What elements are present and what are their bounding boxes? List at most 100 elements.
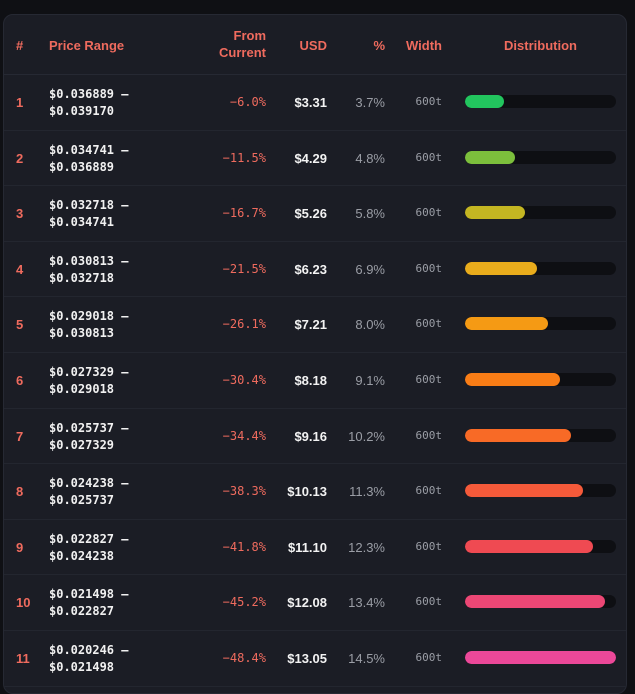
price-range: $0.036889 – $0.039170	[49, 86, 128, 120]
price-range: $0.032718 – $0.034741	[49, 197, 128, 231]
row-number: 2	[16, 150, 24, 166]
usd-value: $8.18	[294, 372, 327, 388]
distribution-bar-fill	[465, 372, 560, 386]
price-range-high: $0.039170	[49, 104, 115, 118]
usd-value: $12.08	[287, 595, 327, 611]
price-range-high: $0.024238	[49, 548, 115, 563]
width-value: 600t	[415, 428, 443, 442]
distribution-bar-track	[465, 484, 616, 498]
row-number: 8	[16, 484, 24, 500]
percent-value: 14.5%	[348, 650, 385, 666]
row-number: 5	[16, 317, 24, 333]
from-current-value: −45.2%	[222, 595, 266, 610]
width-value: 600t	[415, 372, 443, 386]
width-value: 600t	[415, 206, 443, 220]
distribution-bar-fill	[465, 261, 537, 275]
percent-value: 10.2%	[348, 428, 385, 444]
distribution-bar-fill	[465, 595, 605, 609]
from-current-value: −26.1%	[222, 317, 266, 332]
table-row[interactable]: 1 $0.036889 – $0.039170 −6.0% $3.31 3.7% 600t	[4, 75, 626, 131]
table-row[interactable]: 10 $0.021498 – $0.022827 −45.2% $12.08 13.4% 6…	[4, 575, 626, 631]
price-range: $0.020246 – $0.021498	[49, 642, 128, 676]
price-range-high: $0.021498	[49, 659, 115, 674]
price-range-high: $0.029018	[49, 381, 115, 396]
header-price-range[interactable]: Price Range	[49, 38, 125, 53]
from-current-value: −30.4%	[222, 372, 266, 387]
percent-value: 5.8%	[355, 206, 385, 222]
distribution-table: # Price Range From Current USD % Width D…	[3, 14, 627, 694]
distribution-bar-track	[465, 428, 616, 442]
price-range: $0.034741 – $0.036889	[49, 142, 128, 176]
from-current-value: −21.5%	[222, 261, 266, 276]
price-range-high: $0.034741	[49, 215, 115, 230]
row-number: 1	[16, 95, 24, 110]
distribution-bar-fill	[465, 150, 515, 164]
price-range-low: $0.025737 –	[49, 420, 129, 435]
price-range-low: $0.030813 –	[49, 253, 129, 268]
price-range-high: $0.032718	[49, 270, 115, 285]
price-range-low: $0.034741 –	[49, 142, 129, 157]
table-row[interactable]: 7 $0.025737 – $0.027329 −34.4% $9.16 10.2% 600…	[4, 409, 626, 465]
row-number: 9	[16, 539, 24, 555]
percent-value: 11.3%	[349, 484, 385, 500]
distribution-bar-fill	[465, 317, 549, 331]
table-row[interactable]: 8 $0.024238 – $0.025737 −38.3% $10.13 11.3% 60…	[4, 464, 626, 520]
price-range-high: $0.036889	[49, 159, 115, 174]
price-range: $0.027329 – $0.029018	[49, 364, 128, 398]
width-value: 600t	[415, 650, 443, 664]
distribution-bar-fill	[465, 539, 594, 553]
header-usd[interactable]: USD	[299, 38, 327, 53]
percent-value: 9.1%	[355, 372, 385, 388]
price-range-low: $0.032718 –	[49, 198, 129, 213]
width-value: 600t	[415, 539, 443, 553]
table-row[interactable]: 6 $0.027329 – $0.029018 −30.4% $8.18 9.1% 600t	[4, 353, 626, 409]
price-range-low: $0.020246 –	[49, 642, 129, 657]
table-row[interactable]: 5 $0.029018 – $0.030813 −26.1% $7.21 8.0% 600t	[4, 297, 626, 353]
table-row[interactable]: 9 $0.022827 – $0.024238 −41.8% $11.10 12.3% 60…	[4, 520, 626, 576]
distribution-bar-fill	[465, 95, 504, 108]
width-value: 600t	[415, 261, 443, 275]
table-row[interactable]: 3 $0.032718 – $0.034741 −16.7% $5.26 5.8% 600t	[4, 186, 626, 242]
usd-value: $10.13	[287, 484, 327, 500]
header-distribution[interactable]: Distribution	[504, 38, 577, 53]
distribution-bar-track	[465, 95, 616, 108]
from-current-value: −41.8%	[222, 539, 266, 554]
price-range-low: $0.022827 –	[49, 531, 129, 546]
price-range-high: $0.022827	[49, 604, 115, 619]
price-range-high: $0.025737	[49, 493, 115, 508]
percent-value: 12.3%	[348, 539, 385, 555]
table-row[interactable]: 11 $0.020246 – $0.021498 −48.4% $13.05 14.5% 6…	[4, 631, 626, 687]
price-range: $0.025737 – $0.027329	[49, 420, 128, 454]
row-number: 4	[16, 261, 24, 277]
header-from-current[interactable]: From Current	[184, 27, 266, 61]
distribution-bar-fill	[465, 484, 583, 498]
distribution-bar-track	[465, 539, 616, 553]
header-number[interactable]: #	[16, 38, 24, 53]
price-range-low: $0.024238 –	[49, 476, 129, 491]
distribution-bar-fill	[465, 428, 572, 442]
percent-value: 6.9%	[355, 261, 385, 277]
usd-value: $13.05	[287, 650, 327, 666]
width-value: 600t	[415, 595, 443, 609]
row-number: 11	[16, 650, 30, 666]
header-from-current-line2: Current	[219, 45, 266, 60]
price-range-low: $0.029018 –	[49, 309, 129, 324]
header-from-current-line1: From	[233, 28, 267, 43]
price-range-high: $0.030813	[49, 326, 115, 341]
table-row[interactable]: 2 $0.034741 – $0.036889 −11.5% $4.29 4.8% 600t	[4, 131, 626, 187]
table-row[interactable]: 4 $0.030813 – $0.032718 −21.5% $6.23 6.9% 600t	[4, 242, 626, 298]
price-range: $0.029018 – $0.030813	[49, 308, 128, 342]
from-current-value: −48.4%	[222, 650, 266, 665]
usd-value: $4.29	[294, 150, 327, 166]
usd-value: $9.16	[294, 428, 327, 444]
from-current-value: −16.7%	[222, 206, 266, 221]
row-number: 7	[16, 428, 24, 444]
distribution-bar-track	[465, 372, 616, 386]
distribution-bar-fill	[465, 206, 526, 220]
table-body: 1 $0.036889 – $0.039170 −6.0% $3.31 3.7% 600t 2…	[4, 75, 626, 687]
usd-value: $7.21	[294, 317, 327, 333]
header-width[interactable]: Width	[406, 38, 442, 53]
distribution-bar-fill	[465, 650, 616, 664]
header-percent[interactable]: %	[373, 38, 385, 53]
price-range-low: $0.027329 –	[49, 364, 129, 379]
